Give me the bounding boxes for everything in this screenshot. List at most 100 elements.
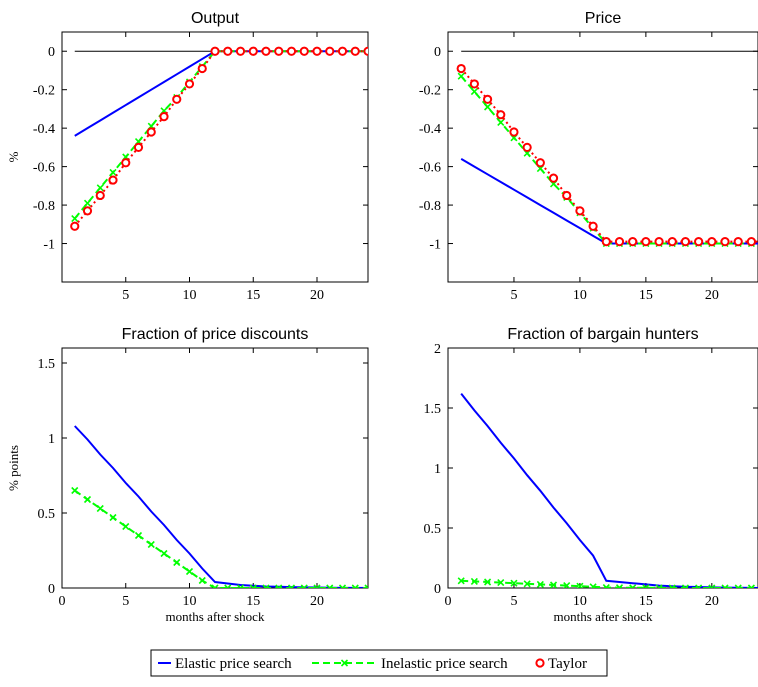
point-circle-marker (628, 237, 638, 247)
x-tick-label: 0 (445, 594, 452, 609)
point-x-marker (71, 214, 79, 223)
y-tick-label: -0.6 (33, 161, 55, 176)
y-tick-label: -0.2 (33, 84, 55, 99)
point-x-marker (549, 581, 558, 588)
point-circle-marker (601, 237, 611, 247)
point-circle-marker (456, 63, 466, 74)
x-tick-label: 5 (122, 594, 129, 609)
point-x-marker (470, 88, 478, 96)
point-x-marker (708, 584, 716, 588)
point-x-marker (364, 584, 368, 588)
series-group (457, 392, 758, 588)
point-circle-marker (694, 237, 704, 247)
y-axis-label: % points (6, 445, 21, 491)
point-x-marker (275, 584, 283, 588)
y-tick-label: 1.5 (424, 402, 442, 417)
point-x-marker (351, 584, 359, 588)
point-x-marker (497, 118, 505, 126)
point-x-marker (470, 577, 478, 585)
x-tick-label: 15 (246, 288, 260, 303)
point-x-marker (160, 549, 168, 558)
point-circle-marker (482, 94, 493, 104)
x-tick-label: 15 (246, 594, 260, 609)
point-x-marker (236, 584, 245, 588)
point-x-marker (484, 578, 492, 586)
point-x-marker (668, 584, 676, 588)
legend: Elastic price search Inelastic price sear… (150, 649, 608, 677)
point-circle-marker (325, 46, 335, 56)
point-x-marker (134, 531, 143, 540)
point-x-marker (96, 504, 104, 513)
legend-entry-1: Elastic price search (158, 656, 292, 672)
point-circle-marker (614, 237, 625, 247)
legend-box (150, 649, 608, 677)
point-x-marker (734, 584, 742, 588)
point-x-marker (313, 584, 321, 588)
point-circle-marker (235, 46, 246, 56)
series-group (456, 63, 758, 248)
point-x-marker (563, 582, 571, 588)
x-axis-label: months after shock (166, 609, 265, 624)
point-circle-marker (95, 190, 105, 201)
chart-title: Output (191, 10, 240, 27)
point-circle-marker (522, 142, 532, 152)
point-x-marker (747, 584, 755, 588)
chart-title: Fraction of price discounts (122, 326, 309, 343)
point-circle-marker (641, 237, 651, 247)
y-tick-label: 0 (434, 45, 441, 60)
subplot-2: Price 5 10 15 20 0 -0.2 -0.4 -0.6 -0.8 -1 (419, 10, 758, 303)
point-x-marker (721, 584, 729, 588)
point-x-marker (71, 486, 79, 495)
point-circle-marker (535, 158, 545, 168)
point-x-marker (681, 584, 690, 588)
y-tick-label: 2 (434, 342, 441, 357)
point-x-marker (523, 580, 531, 588)
point-x-marker (109, 168, 117, 176)
point-x-marker (576, 582, 584, 588)
point-x-marker (655, 584, 663, 588)
legend-label: Elastic price search (175, 656, 292, 672)
legend-circle-marker (535, 658, 545, 668)
point-x-marker (326, 584, 334, 588)
point-x-marker (629, 584, 637, 588)
point-x-marker (602, 583, 610, 588)
y-tick-label: 1 (434, 462, 441, 477)
x-tick-label: 15 (639, 594, 653, 609)
point-circle-marker (299, 46, 309, 56)
x-axis-label: months after shock (554, 609, 653, 624)
series-line-1 (461, 579, 758, 588)
series-line-0 (460, 392, 758, 588)
point-circle-marker (363, 46, 368, 56)
point-circle-marker (337, 46, 348, 56)
point-circle-marker (746, 237, 757, 247)
point-x-marker (300, 584, 308, 588)
y-tick-label: 1.5 (38, 357, 56, 372)
legend-entry-2: Inelastic price search (312, 656, 508, 672)
x-tick-label: 5 (510, 288, 517, 303)
x-tick-label: 10 (573, 594, 587, 609)
point-x-marker (109, 513, 117, 522)
point-circle-marker (286, 46, 297, 56)
point-circle-marker (210, 46, 220, 56)
y-tick-label: -0.2 (419, 84, 441, 99)
point-circle-marker (197, 63, 207, 74)
point-circle-marker (509, 127, 519, 137)
series-line-2 (73, 50, 368, 227)
y-tick-label: -1 (43, 238, 55, 253)
point-x-marker (589, 583, 597, 588)
point-circle-marker (70, 221, 80, 231)
point-circle-marker (121, 158, 131, 168)
y-tick-label: -0.8 (33, 199, 55, 214)
plot-area (61, 31, 369, 283)
point-x-marker (96, 184, 104, 192)
point-x-marker (211, 584, 219, 588)
x-tick-label: 20 (310, 594, 324, 609)
point-circle-marker (350, 46, 360, 56)
subplot-3: Fraction of price discounts 0 5 10 15 20 0 0.5 1… (6, 326, 369, 624)
legend-x-marker (340, 659, 349, 667)
point-circle-marker (248, 46, 258, 56)
point-circle-marker (261, 46, 271, 56)
chart-title: Fraction of bargain hunters (507, 326, 698, 343)
point-circle-marker (82, 206, 93, 216)
